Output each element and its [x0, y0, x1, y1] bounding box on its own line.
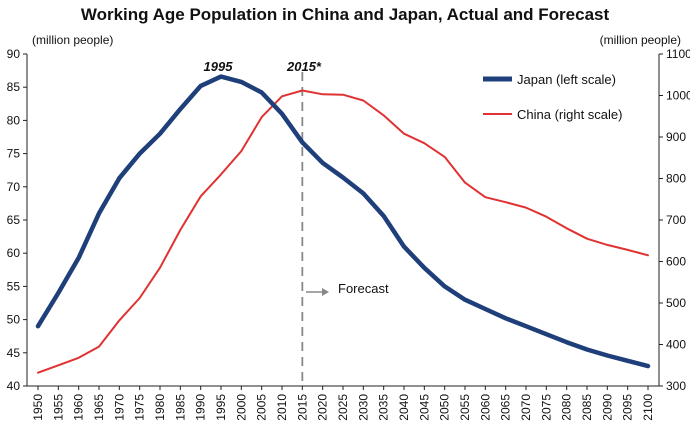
right-tick-label: 1100 — [666, 47, 690, 61]
left-tick-label: 80 — [7, 113, 21, 127]
x-tick-label: 1975 — [133, 394, 147, 421]
left-tick-label: 70 — [7, 180, 21, 194]
right-tick-label: 300 — [666, 379, 686, 393]
x-tick-label: 1965 — [92, 394, 106, 421]
left-tick-label: 60 — [7, 246, 21, 260]
x-tick-label: 2050 — [438, 394, 452, 421]
peak-year-label: 1995 — [204, 59, 234, 74]
x-tick-label: 2015 — [295, 394, 309, 421]
x-tick-label: 2090 — [600, 394, 614, 421]
x-tick-label: 2100 — [641, 394, 655, 421]
left-tick-label: 90 — [7, 47, 21, 61]
right-axis-unit-label: (million people) — [600, 33, 681, 47]
x-tick-label: 2040 — [397, 394, 411, 421]
x-tick-label: 2005 — [255, 394, 269, 421]
left-tick-label: 75 — [7, 147, 21, 161]
x-axis-ticks: 1950 1955 1960 1965 1970 1975 1980 1985 1990 1995… — [31, 386, 655, 421]
left-axis-ticks: 40 45 50 55 60 65 70 75 80 85 90 — [7, 47, 27, 393]
x-tick-label: 2055 — [458, 394, 472, 421]
x-tick-label: 2020 — [316, 394, 330, 421]
left-tick-label: 50 — [7, 313, 21, 327]
left-tick-label: 45 — [7, 346, 21, 360]
x-tick-label: 1990 — [194, 394, 208, 421]
chart-title: Working Age Population in China and Japa… — [81, 5, 610, 24]
x-tick-label: 2085 — [580, 394, 594, 421]
axes — [26, 54, 660, 387]
x-tick-label: 2075 — [539, 394, 553, 421]
x-tick-label: 1995 — [214, 394, 228, 421]
left-tick-label: 55 — [7, 279, 21, 293]
x-tick-label: 1955 — [51, 394, 65, 421]
x-tick-label: 2000 — [234, 394, 248, 421]
x-tick-label: 2065 — [499, 394, 513, 421]
left-axis-unit-label: (million people) — [32, 33, 113, 47]
x-tick-label: 2030 — [356, 394, 370, 421]
series-lines — [35, 74, 651, 374]
right-tick-label: 800 — [666, 172, 686, 186]
x-tick-label: 1970 — [112, 394, 126, 421]
series-line-china — [37, 89, 649, 374]
forecast-arrow — [306, 288, 329, 296]
legend: Japan (left scale) China (right scale) — [483, 72, 623, 122]
left-tick-label: 85 — [7, 80, 21, 94]
x-tick-label: 2060 — [478, 394, 492, 421]
x-tick-label: 2080 — [560, 394, 574, 421]
x-tick-label: 2070 — [519, 394, 533, 421]
right-tick-label: 1000 — [666, 89, 690, 103]
x-tick-label: 2045 — [417, 394, 431, 421]
legend-label-japan: Japan (left scale) — [517, 72, 616, 87]
x-tick-label: 1950 — [31, 394, 45, 421]
x-tick-label: 1985 — [173, 394, 187, 421]
right-tick-label: 400 — [666, 338, 686, 352]
right-tick-label: 600 — [666, 255, 686, 269]
right-tick-label: 500 — [666, 296, 686, 310]
x-tick-label: 1960 — [72, 394, 86, 421]
forecast-label: Forecast — [338, 281, 389, 296]
legend-label-china: China (right scale) — [517, 107, 623, 122]
x-tick-label: 2025 — [336, 394, 350, 421]
left-tick-label: 65 — [7, 213, 21, 227]
right-tick-label: 900 — [666, 130, 686, 144]
right-tick-label: 700 — [666, 213, 686, 227]
x-tick-label: 2010 — [275, 394, 289, 421]
series-line-japan — [35, 74, 651, 369]
x-tick-label: 2035 — [377, 394, 391, 421]
forecast-year-label: 2015* — [286, 59, 322, 74]
left-tick-label: 40 — [7, 379, 21, 393]
right-axis-ticks: 300 400 500 600 700 800 900 1000 1100 — [659, 47, 690, 393]
x-tick-label: 2095 — [621, 394, 635, 421]
x-tick-label: 1980 — [153, 394, 167, 421]
